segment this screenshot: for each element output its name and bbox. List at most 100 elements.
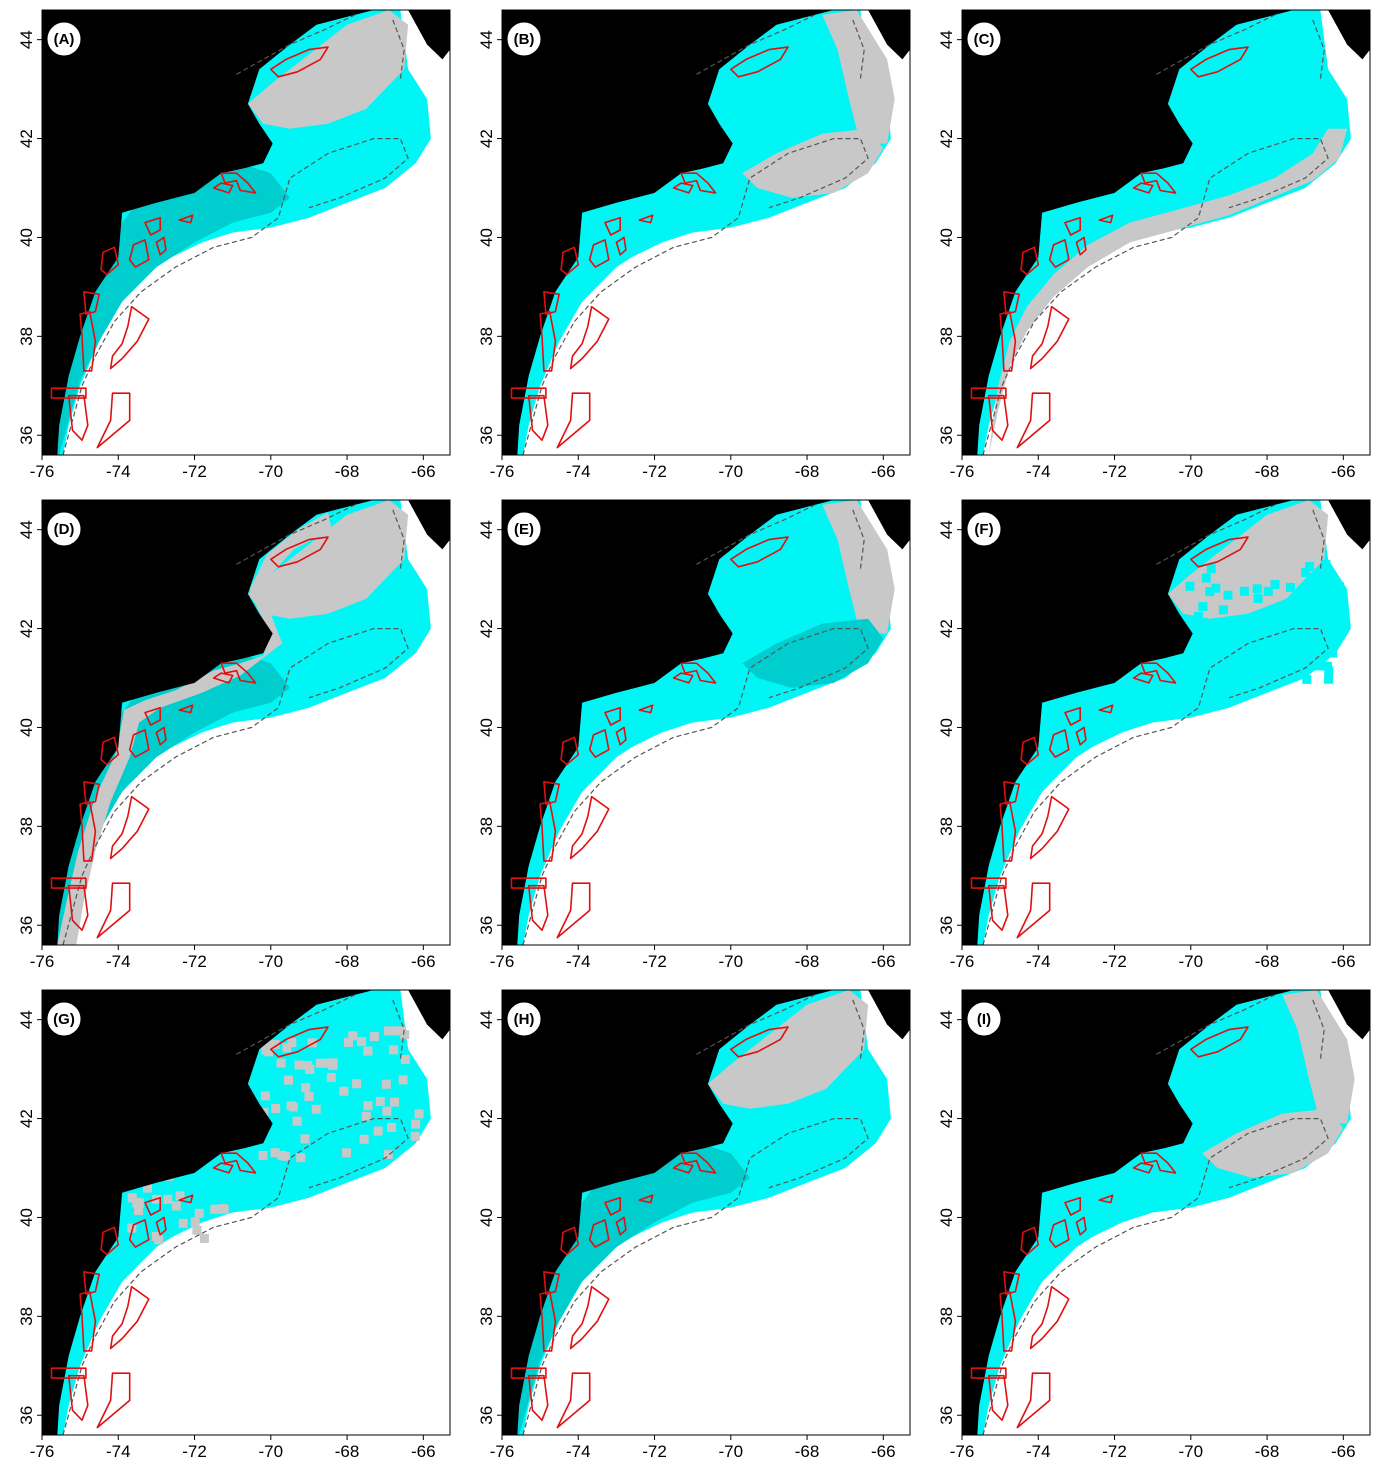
- gulf-maine-area: [269, 536, 329, 568]
- y-tick-label: 40: [937, 718, 956, 737]
- gulf-maine-area: [269, 1026, 329, 1058]
- long-island: [120, 673, 199, 697]
- virginia-area: [510, 1367, 547, 1379]
- map-layers: [962, 500, 1370, 945]
- x-tick-label: -66: [411, 462, 436, 481]
- nj-area-2: [1048, 239, 1070, 268]
- habitat-speckle: [1283, 644, 1293, 654]
- nj-area-2: [588, 1219, 610, 1248]
- carolina-area: [67, 884, 89, 932]
- habitat-speckle: [171, 1201, 181, 1211]
- habitat-speckle: [1190, 622, 1200, 632]
- ny-bight-area-1: [144, 706, 161, 726]
- y-tick-label: 36: [477, 1406, 496, 1425]
- y-tick-label: 44: [17, 520, 36, 539]
- habitat-speckle: [175, 1191, 185, 1201]
- x-tick-label: -68: [795, 952, 820, 971]
- carolina-area: [67, 394, 89, 442]
- habitat-speckle: [1236, 626, 1246, 636]
- habitat-speckle: [343, 1037, 353, 1047]
- x-tick-label: -70: [1178, 952, 1203, 971]
- ri-ma-area: [212, 182, 234, 194]
- nova-scotia: [408, 10, 450, 60]
- map-panel-e: -76 -74 -72 -70 -68 -66 44 42 40 38 36 (E): [460, 490, 920, 980]
- x-tick-label: -70: [718, 952, 743, 971]
- plot-frame: [961, 499, 1371, 946]
- x-tick-label: -70: [1178, 1442, 1203, 1461]
- plot-frame: [961, 9, 1371, 456]
- habitat-speckle: [271, 1104, 281, 1113]
- habitat-speckle: [1201, 573, 1211, 583]
- ny-bight-area-2: [638, 1194, 654, 1204]
- delmarva-area-2: [999, 1290, 1017, 1352]
- delmarva-area-1: [83, 780, 100, 805]
- delmarva-area-2: [79, 800, 97, 862]
- habitat-gulf-gray: [247, 10, 409, 129]
- ny-bight-area-1: [144, 216, 161, 236]
- long-island: [580, 1163, 659, 1187]
- habitat-speckle: [384, 1026, 394, 1036]
- x-tick-label: -68: [795, 1442, 820, 1461]
- habitat-speckle: [390, 1097, 399, 1107]
- x-tick-label: -72: [642, 952, 667, 971]
- habitat-speckle: [1332, 601, 1342, 611]
- x-tick-label: -66: [1331, 1442, 1356, 1461]
- habitat-speckle: [1185, 670, 1195, 679]
- habitat-speckle: [1186, 656, 1196, 666]
- delmarva-area-1: [1003, 780, 1020, 805]
- carolina-area: [67, 1374, 89, 1422]
- panel-badge: [506, 1001, 542, 1037]
- habitat-speckle: [342, 1148, 351, 1158]
- habitat-speckle: [1210, 648, 1220, 658]
- canyon-area-2: [1016, 392, 1051, 449]
- habitat-slope-gray: [988, 128, 1348, 455]
- habitat-speckle: [1251, 669, 1261, 679]
- canyon-area-1: [569, 795, 610, 860]
- habitat-speckle: [1325, 583, 1335, 593]
- habitat-speckle: [1291, 597, 1301, 607]
- ny-bight-area-1: [1064, 706, 1081, 726]
- x-tick-label: -70: [258, 952, 283, 971]
- habitat-speckle: [1235, 619, 1245, 629]
- panel-badge: [46, 1001, 82, 1037]
- nova-scotia: [408, 990, 450, 1040]
- habitat-speckle: [389, 1045, 399, 1055]
- y-tick-label: 36: [937, 1406, 956, 1425]
- habitat-speckle: [400, 1030, 410, 1040]
- virginia-area: [50, 387, 87, 399]
- delmarva-area-1: [543, 780, 560, 805]
- y-tick-label: 44: [477, 1010, 496, 1029]
- habitat-speckle: [305, 1065, 315, 1074]
- y-tick-label: 40: [937, 228, 956, 247]
- ny-bight-area-3: [155, 726, 167, 746]
- y-tick-label: 40: [17, 718, 36, 737]
- nova-scotia: [1328, 990, 1370, 1040]
- map-layers: [502, 10, 910, 455]
- x-tick-label: -76: [490, 462, 515, 481]
- nj-area-1: [100, 736, 120, 766]
- panel-label: (I): [977, 1011, 991, 1028]
- y-tick-label: 36: [937, 426, 956, 445]
- gulf-maine-area: [729, 536, 789, 568]
- y-tick-label: 42: [937, 619, 956, 638]
- map-panel-h: -76 -74 -72 -70 -68 -66 44 42 40 38 36 (H): [460, 980, 920, 1470]
- y-tick-label: 36: [17, 1406, 36, 1425]
- habitat-speckle: [199, 1234, 209, 1243]
- depth-contour: [1156, 14, 1275, 75]
- y-tick-label: 42: [17, 619, 36, 638]
- y-tick-label: 40: [477, 718, 496, 737]
- plot-frame: [41, 9, 451, 456]
- habitat-speckle: [132, 1198, 142, 1208]
- nj-area-2: [128, 239, 150, 268]
- ri-ma-area: [1132, 182, 1154, 194]
- habitat-speckle: [398, 1075, 408, 1085]
- habitat-georges-gray: [1202, 1108, 1344, 1178]
- habitat-speckle: [270, 1039, 280, 1049]
- x-tick-label: -76: [30, 462, 55, 481]
- habitat-speckle: [1272, 658, 1282, 668]
- delmarva-area-1: [543, 1270, 560, 1295]
- ri-ma-area: [212, 1162, 234, 1174]
- habitat-shelf: [515, 653, 750, 945]
- canyon-area-1: [1029, 795, 1070, 860]
- ri-ma-area: [1132, 672, 1154, 684]
